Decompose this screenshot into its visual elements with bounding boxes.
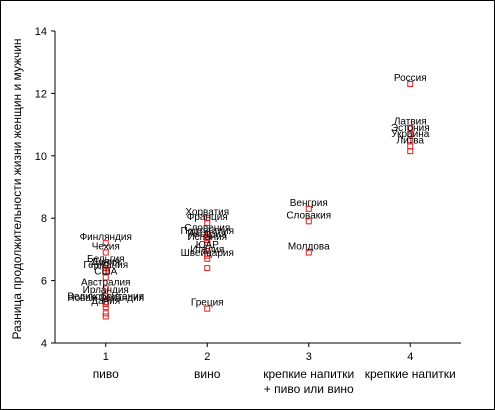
point-label: Италия — [190, 245, 224, 256]
data-point — [204, 230, 211, 237]
point-label: Ирландия — [83, 285, 129, 296]
point-label: Испания — [187, 232, 227, 243]
x-tick-label: 1 — [103, 351, 109, 363]
y-tick-label: 14 — [35, 26, 47, 38]
category-label: вино — [147, 367, 267, 382]
point-label: Дания — [91, 257, 120, 268]
data-point — [305, 249, 312, 256]
point-label: Швейцария — [181, 248, 234, 259]
data-point — [102, 262, 109, 268]
point-label: Литва — [397, 135, 425, 146]
point-labels: ФинляндияЧехияБельгияДанияГерманияСШААвс… — [67, 73, 429, 309]
y-tick-label: 8 — [41, 213, 47, 225]
data-point — [102, 274, 109, 281]
x-tick-label: 4 — [407, 351, 413, 363]
point-label: Австрия — [188, 229, 226, 240]
data-point — [102, 304, 109, 311]
category-label: крепкие напитки + пиво или вино — [249, 367, 369, 397]
point-label: Бельгия — [87, 254, 125, 265]
data-point — [305, 205, 312, 212]
data-markers — [102, 81, 414, 320]
point-label: Германия — [83, 260, 128, 271]
y-tick-label: 12 — [35, 88, 47, 100]
point-label: Россия — [394, 73, 427, 84]
point-label: Словения — [184, 223, 230, 234]
x-tick-label: 2 — [204, 351, 210, 363]
point-label: Дания — [91, 296, 120, 307]
category-label-line: вино — [194, 367, 221, 381]
data-point — [204, 240, 211, 247]
data-point — [407, 124, 414, 131]
category-label: крепкие напитки — [350, 367, 470, 382]
point-label: ЮАР — [196, 240, 219, 251]
point-label: Греция — [191, 298, 224, 309]
point-label: Финляндия — [80, 232, 132, 243]
point-label: Великобритания — [67, 290, 144, 302]
point-label: Словакия — [286, 210, 331, 221]
category-label-line: + пиво или вино — [263, 382, 354, 396]
data-point — [102, 313, 109, 320]
data-point — [407, 81, 414, 88]
data-point — [204, 233, 211, 240]
data-point — [305, 218, 312, 225]
point-label: Эстония — [391, 123, 430, 134]
point-label: Чехия — [92, 242, 120, 253]
point-label: Молдова — [288, 242, 330, 253]
category-label-line: крепкие напитки — [364, 367, 456, 381]
y-axis-title: Разница продолжительности жизни женщин и… — [10, 38, 24, 339]
data-point — [102, 310, 109, 317]
data-point — [204, 255, 211, 262]
data-point — [204, 237, 211, 244]
category-label-line: крепкие напитки — [263, 367, 355, 381]
point-label: Хорватия — [185, 207, 229, 218]
data-point — [407, 137, 414, 144]
data-point — [102, 265, 109, 272]
point-label: Латвия — [394, 117, 427, 128]
data-point — [102, 240, 109, 247]
y-tick-label: 4 — [41, 338, 47, 350]
data-point — [204, 305, 211, 312]
data-point — [102, 293, 109, 300]
data-point — [102, 249, 109, 256]
category-label-line: пиво — [92, 367, 119, 381]
point-label: США — [94, 266, 117, 277]
data-point — [204, 265, 211, 272]
data-point — [102, 285, 109, 292]
y-tick-label: 6 — [41, 276, 47, 288]
y-tick-label: 10 — [35, 151, 47, 163]
category-label: пиво — [46, 367, 166, 382]
data-point — [102, 301, 109, 307]
point-label: Австралия — [81, 277, 130, 288]
point-label: Португалия — [180, 226, 234, 237]
data-point — [204, 252, 211, 259]
x-tick-label: 3 — [306, 351, 312, 363]
data-point — [407, 148, 414, 155]
data-point — [407, 130, 414, 137]
point-label: Франция — [187, 212, 228, 223]
data-point — [102, 268, 109, 275]
point-label: Украина — [391, 129, 430, 140]
point-label: Венгрия — [290, 198, 328, 209]
point-label: Новая Зеландия — [67, 293, 144, 304]
data-point — [204, 219, 211, 226]
